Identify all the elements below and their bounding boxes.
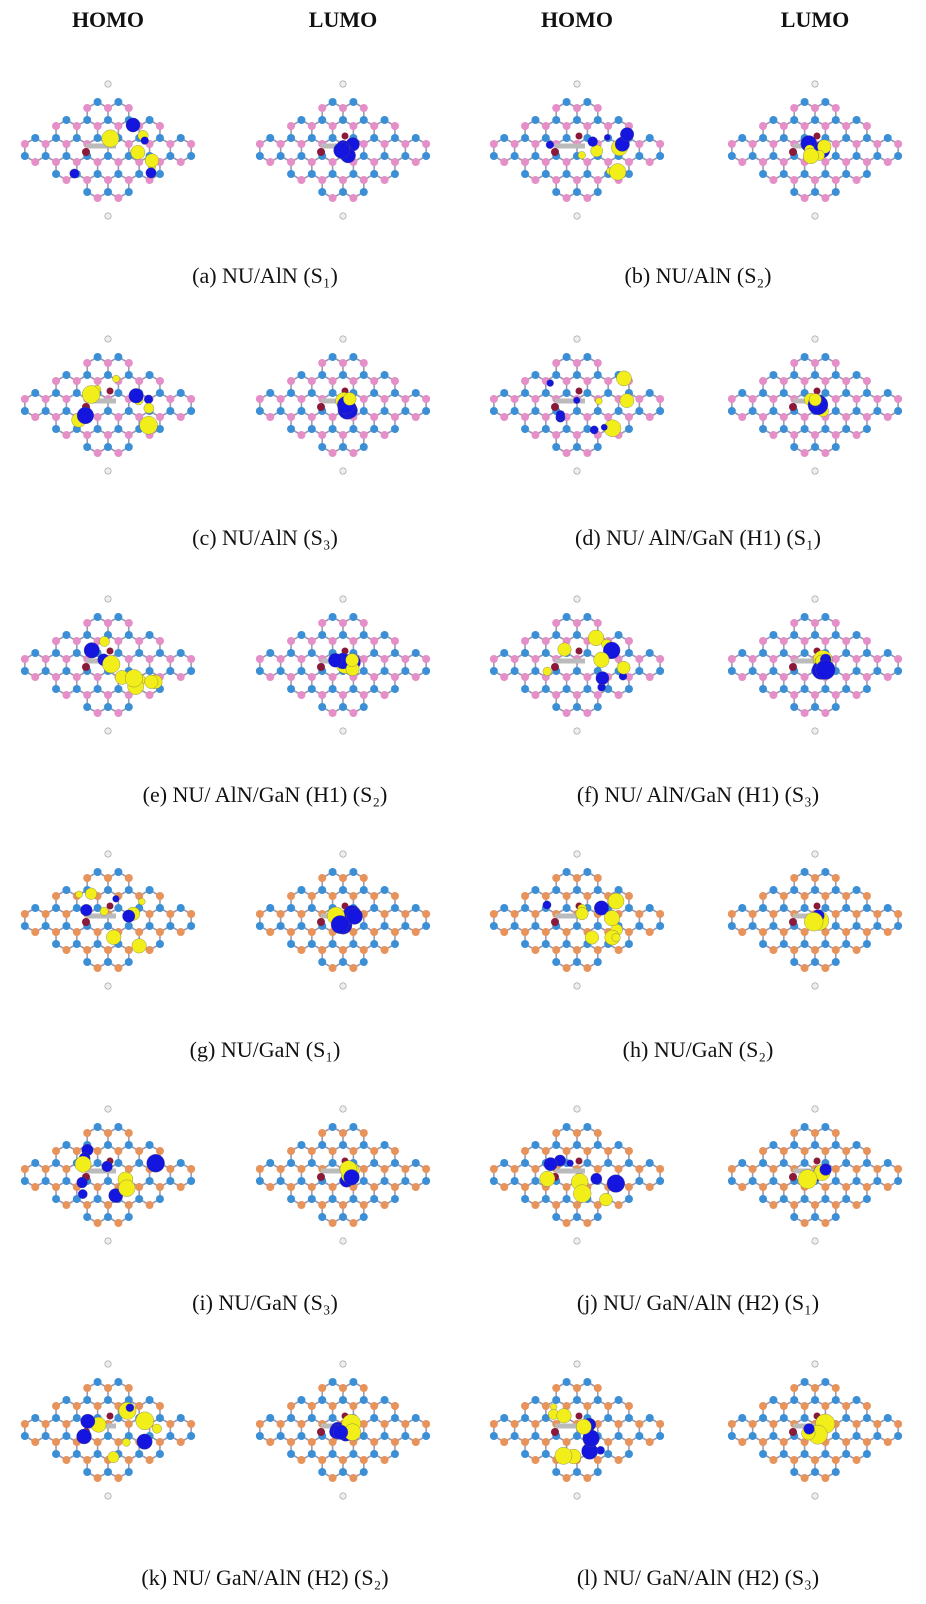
homo-orbital-image <box>21 596 195 734</box>
panel-caption: (l) NU/ GaN/AlN (H2) (S₃) <box>577 1565 819 1590</box>
column-header: HOMO <box>72 7 144 32</box>
panel: (l) NU/ GaN/AlN (H2) (S₃) <box>490 1361 902 1590</box>
column-header: LUMO <box>309 7 377 32</box>
homo-orbital-image <box>490 336 664 474</box>
homo-orbital-image <box>21 1106 195 1244</box>
panel: (h) NU/GaN (S₂) <box>490 851 902 1062</box>
panel: (k) NU/ GaN/AlN (H2) (S₂) <box>21 1361 430 1590</box>
lumo-orbital-image <box>728 1106 902 1244</box>
panel: (g) NU/GaN (S₁) <box>21 851 430 1062</box>
lumo-orbital-image <box>256 1106 430 1244</box>
panel-caption: (h) NU/GaN (S₂) <box>623 1037 774 1062</box>
homo-orbital-image <box>21 851 195 989</box>
homo-orbital-image <box>490 1361 664 1499</box>
lumo-orbital-image <box>256 851 430 989</box>
panel-caption: (g) NU/GaN (S₁) <box>190 1037 341 1062</box>
column-header: LUMO <box>781 7 849 32</box>
lumo-orbital-image <box>256 1361 430 1499</box>
panel-caption: (c) NU/AlN (S₃) <box>192 525 338 550</box>
panel: (i) NU/GaN (S₃) <box>21 1106 430 1315</box>
panel: (a) NU/AlN (S₁) <box>21 81 430 288</box>
homo-orbital-image <box>21 1361 195 1499</box>
homo-orbital-image <box>490 596 664 734</box>
lumo-orbital-image <box>728 81 902 219</box>
homo-orbital-image <box>490 1106 664 1244</box>
figure: HOMO LUMO HOMO LUMO (a) NU/AlN (S₁) (b) N… <box>0 0 926 1604</box>
panel-caption: (k) NU/ GaN/AlN (H2) (S₂) <box>141 1565 388 1590</box>
panel-caption: (e) NU/ AlN/GaN (H1) (S₂) <box>143 782 388 807</box>
panel-caption: (d) NU/ AlN/GaN (H1) (S₁) <box>575 525 821 550</box>
panel: (d) NU/ AlN/GaN (H1) (S₁) <box>490 336 902 550</box>
lumo-orbital-image <box>728 1361 902 1499</box>
homo-orbital-image <box>490 851 664 989</box>
lumo-orbital-image <box>256 81 430 219</box>
lumo-orbital-image <box>728 336 902 474</box>
panel-caption: (f) NU/ AlN/GaN (H1) (S₃) <box>577 782 819 807</box>
homo-orbital-image <box>21 81 195 219</box>
panel: (b) NU/AlN (S₂) <box>490 81 902 288</box>
panel-caption: (j) NU/ GaN/AlN (H2) (S₁) <box>577 1290 819 1315</box>
lumo-orbital-image <box>256 596 430 734</box>
homo-orbital-image <box>490 81 664 219</box>
panel: (c) NU/AlN (S₃) <box>21 336 430 550</box>
panel-caption: (i) NU/GaN (S₃) <box>192 1290 338 1315</box>
panel-caption: (a) NU/AlN (S₁) <box>192 263 338 288</box>
lumo-orbital-image <box>256 336 430 474</box>
panel: (f) NU/ AlN/GaN (H1) (S₃) <box>490 596 902 807</box>
homo-orbital-image <box>21 336 195 474</box>
panel-caption: (b) NU/AlN (S₂) <box>625 263 772 288</box>
lumo-orbital-image <box>728 596 902 734</box>
column-header: HOMO <box>541 7 613 32</box>
panel: (e) NU/ AlN/GaN (H1) (S₂) <box>21 596 430 807</box>
lumo-orbital-image <box>728 851 902 989</box>
panel: (j) NU/ GaN/AlN (H2) (S₁) <box>490 1106 902 1315</box>
